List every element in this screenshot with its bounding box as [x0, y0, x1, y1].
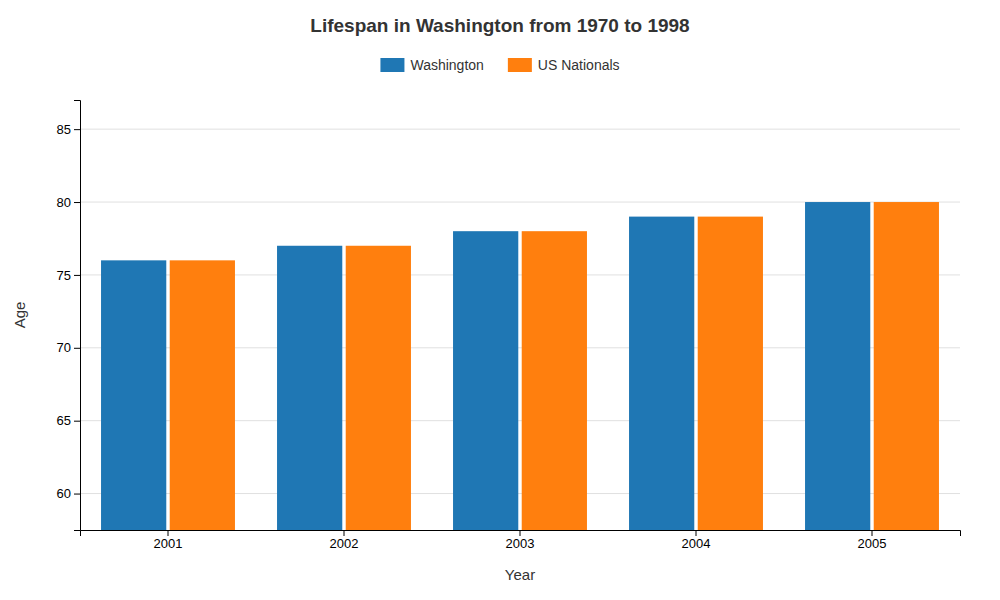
- y-tick: 75: [57, 268, 80, 283]
- y-tick: 60: [57, 486, 80, 501]
- x-tick: 2004: [682, 530, 711, 551]
- bar: [805, 202, 870, 530]
- bar: [277, 246, 342, 530]
- legend: Washington US Nationals: [380, 57, 619, 73]
- legend-label: US Nationals: [538, 57, 620, 73]
- tick-mark: [520, 530, 521, 536]
- tick-mark: [74, 129, 80, 130]
- bar: [453, 231, 518, 530]
- y-tick: 65: [57, 413, 80, 428]
- tick-label: 2002: [330, 536, 359, 551]
- bar: [874, 202, 939, 530]
- tick-label: 85: [57, 122, 71, 137]
- bar: [346, 246, 411, 530]
- tick-mark: [872, 530, 873, 536]
- tick-mark: [696, 530, 697, 536]
- legend-swatch: [508, 58, 532, 72]
- legend-label: Washington: [410, 57, 483, 73]
- axis-line: [74, 101, 81, 531]
- legend-item: Washington: [380, 57, 483, 73]
- x-tick: 2003: [506, 530, 535, 551]
- plot-area: 2001 2002 2003 2004 2005 60 65 70 75 80 85: [57, 101, 961, 552]
- axis-line: [81, 531, 961, 537]
- tick-label: 2003: [506, 536, 535, 551]
- tick-mark: [74, 348, 80, 349]
- chart: 2001 2002 2003 2004 2005 60 65 70 75 80 85 Year Age L…: [0, 0, 1000, 600]
- grid-line: [80, 129, 960, 130]
- tick-mark: [74, 275, 80, 276]
- y-tick: 85: [57, 122, 80, 137]
- x-tick: 2002: [330, 530, 359, 551]
- tick-mark: [74, 421, 80, 422]
- bar: [101, 260, 166, 530]
- y-tick: 80: [57, 195, 80, 210]
- tick-mark: [74, 202, 80, 203]
- tick-label: 65: [57, 413, 71, 428]
- bar-series: [170, 202, 939, 530]
- tick-label: 2005: [858, 536, 887, 551]
- y-axis-title: Age: [11, 302, 28, 329]
- x-tick: 2005: [858, 530, 887, 551]
- x-tick: 2001: [154, 530, 183, 551]
- bar-series: [101, 202, 870, 530]
- tick-mark: [344, 530, 345, 536]
- x-axis-title: Year: [505, 566, 535, 583]
- y-axis: 60 65 70 75 80 85: [57, 101, 81, 531]
- tick-label: 60: [57, 486, 71, 501]
- bars: [101, 202, 939, 530]
- tick-label: 75: [57, 268, 71, 283]
- x-axis: 2001 2002 2003 2004 2005: [81, 530, 961, 551]
- bar: [629, 217, 694, 530]
- legend-item: US Nationals: [508, 57, 620, 73]
- title: Lifespan in Washington from 1970 to 1998: [310, 15, 689, 36]
- tick-label: 80: [57, 195, 71, 210]
- tick-label: 2001: [154, 536, 183, 551]
- tick-mark: [74, 494, 80, 495]
- y-tick: 70: [57, 340, 80, 355]
- bar: [170, 260, 235, 530]
- tick-label: 2004: [682, 536, 711, 551]
- bar: [698, 217, 763, 530]
- tick-label: 70: [57, 340, 71, 355]
- legend-swatch: [380, 58, 404, 72]
- tick-mark: [168, 530, 169, 536]
- bar: [522, 231, 587, 530]
